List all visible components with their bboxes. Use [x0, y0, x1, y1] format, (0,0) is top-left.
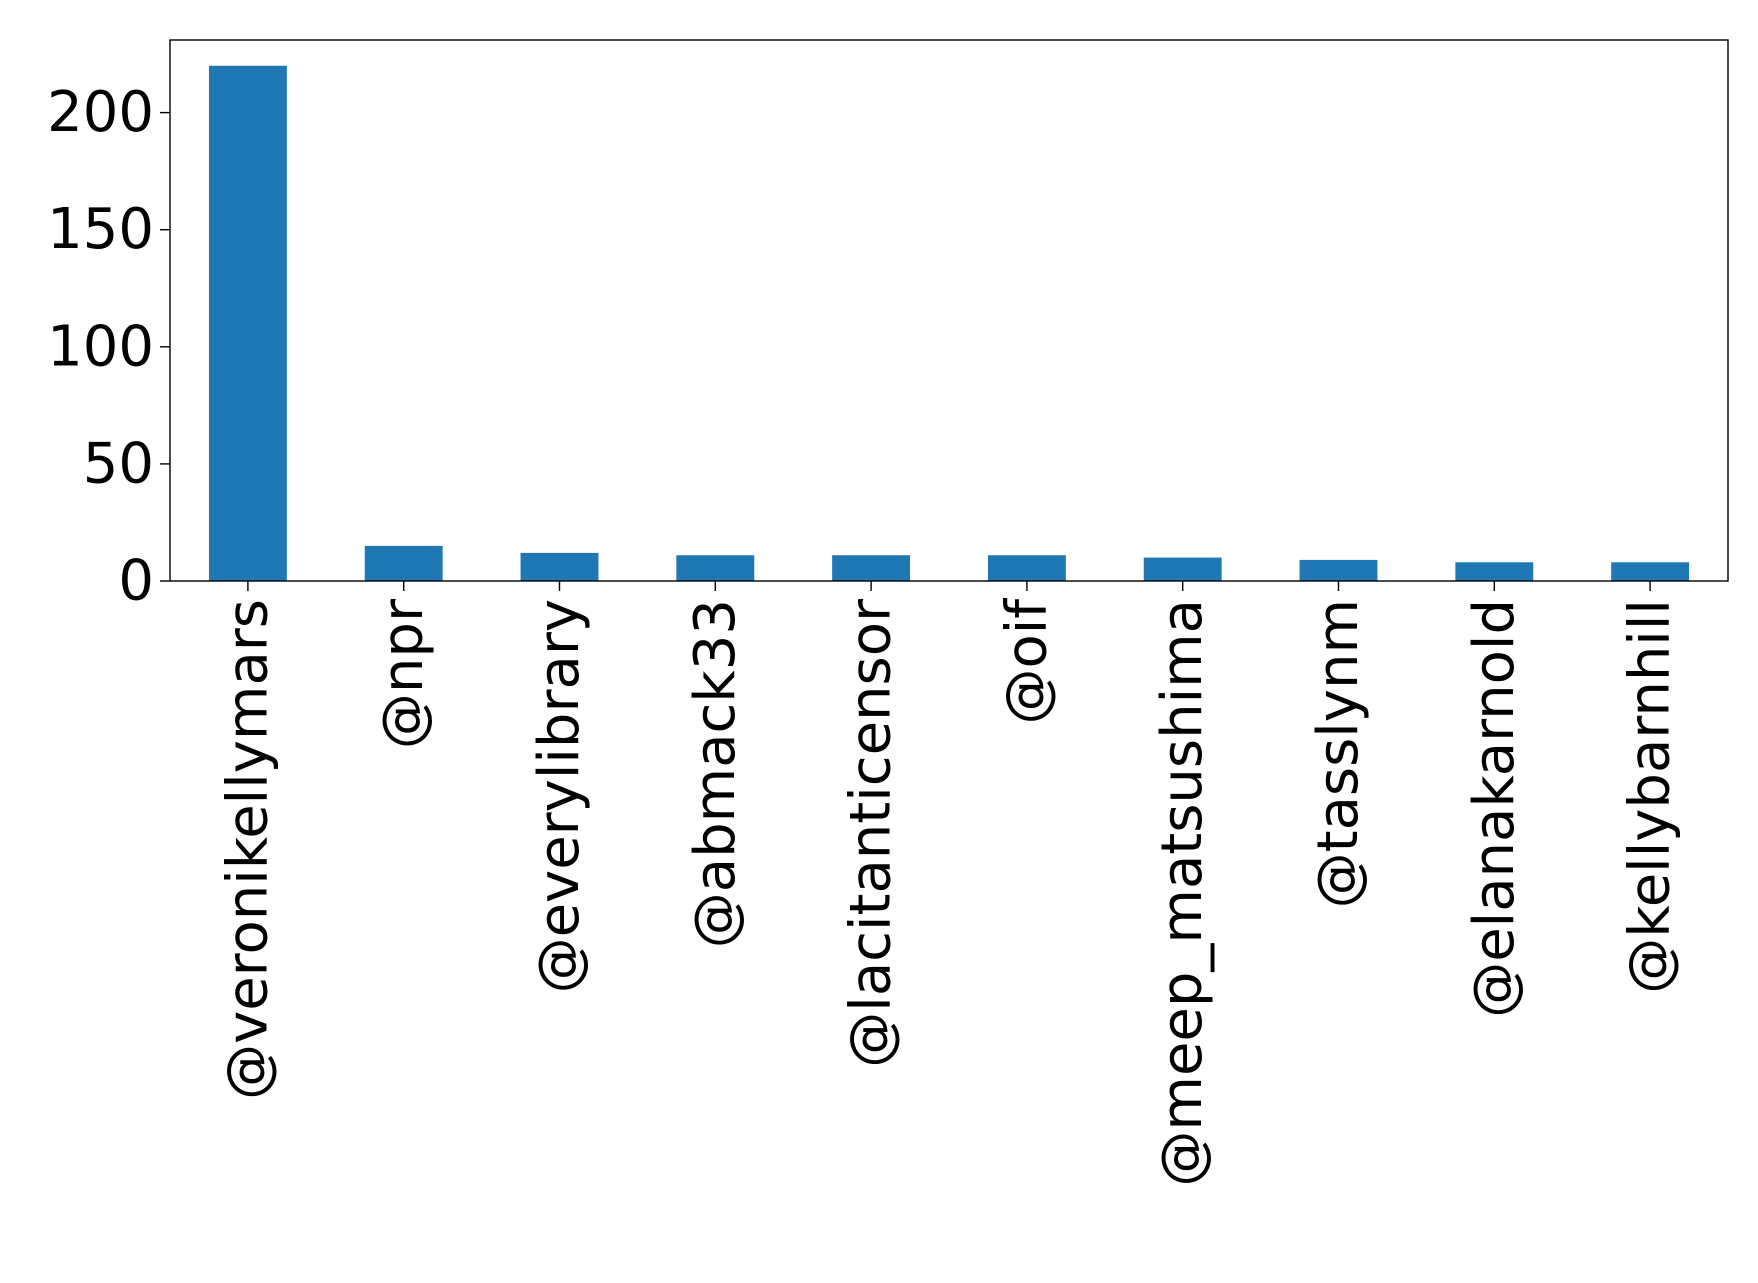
y-tick-label: 50 [83, 431, 154, 496]
bar-veronikellymars [208, 65, 287, 581]
bar-everylibrary [520, 552, 599, 581]
bar-npr [364, 545, 443, 581]
y-tick-label: 0 [118, 549, 154, 614]
x-axis: @veronikellymars @npr @everylibrary @abmack… [215, 581, 1683, 1187]
y-tick-label: 200 [47, 80, 154, 145]
x-tick-label: @npr [371, 598, 436, 749]
plot-frame [169, 39, 1729, 582]
x-tick-label: @meep_matsushima [1150, 599, 1215, 1187]
bar-tasslynm [1299, 559, 1378, 581]
x-tick-label: @kellybarnhill [1618, 599, 1683, 994]
bar-elanakarnold [1455, 562, 1534, 581]
bar-oif [987, 555, 1066, 581]
bar-lacitanticensor [832, 555, 911, 581]
x-tick-label: @veronikellymars [215, 599, 280, 1100]
x-tick-label: @abmack33 [683, 599, 748, 948]
x-tick-label: @elanakarnold [1462, 599, 1527, 1018]
bar-abmack33 [676, 555, 755, 581]
y-axis: 0 50 100 150 200 [47, 80, 170, 614]
x-tick-label: @everylibrary [527, 599, 592, 993]
bar-kellybarnhill [1611, 562, 1690, 581]
x-tick-label: @lacitanticensor [839, 598, 904, 1068]
bar-meep_matsushima [1143, 557, 1222, 581]
y-tick-label: 150 [47, 197, 154, 262]
y-tick-label: 100 [47, 314, 154, 379]
bars-group [208, 65, 1690, 581]
x-tick-label: @oif [994, 598, 1059, 725]
x-tick-label: @tasslynm [1306, 599, 1371, 908]
